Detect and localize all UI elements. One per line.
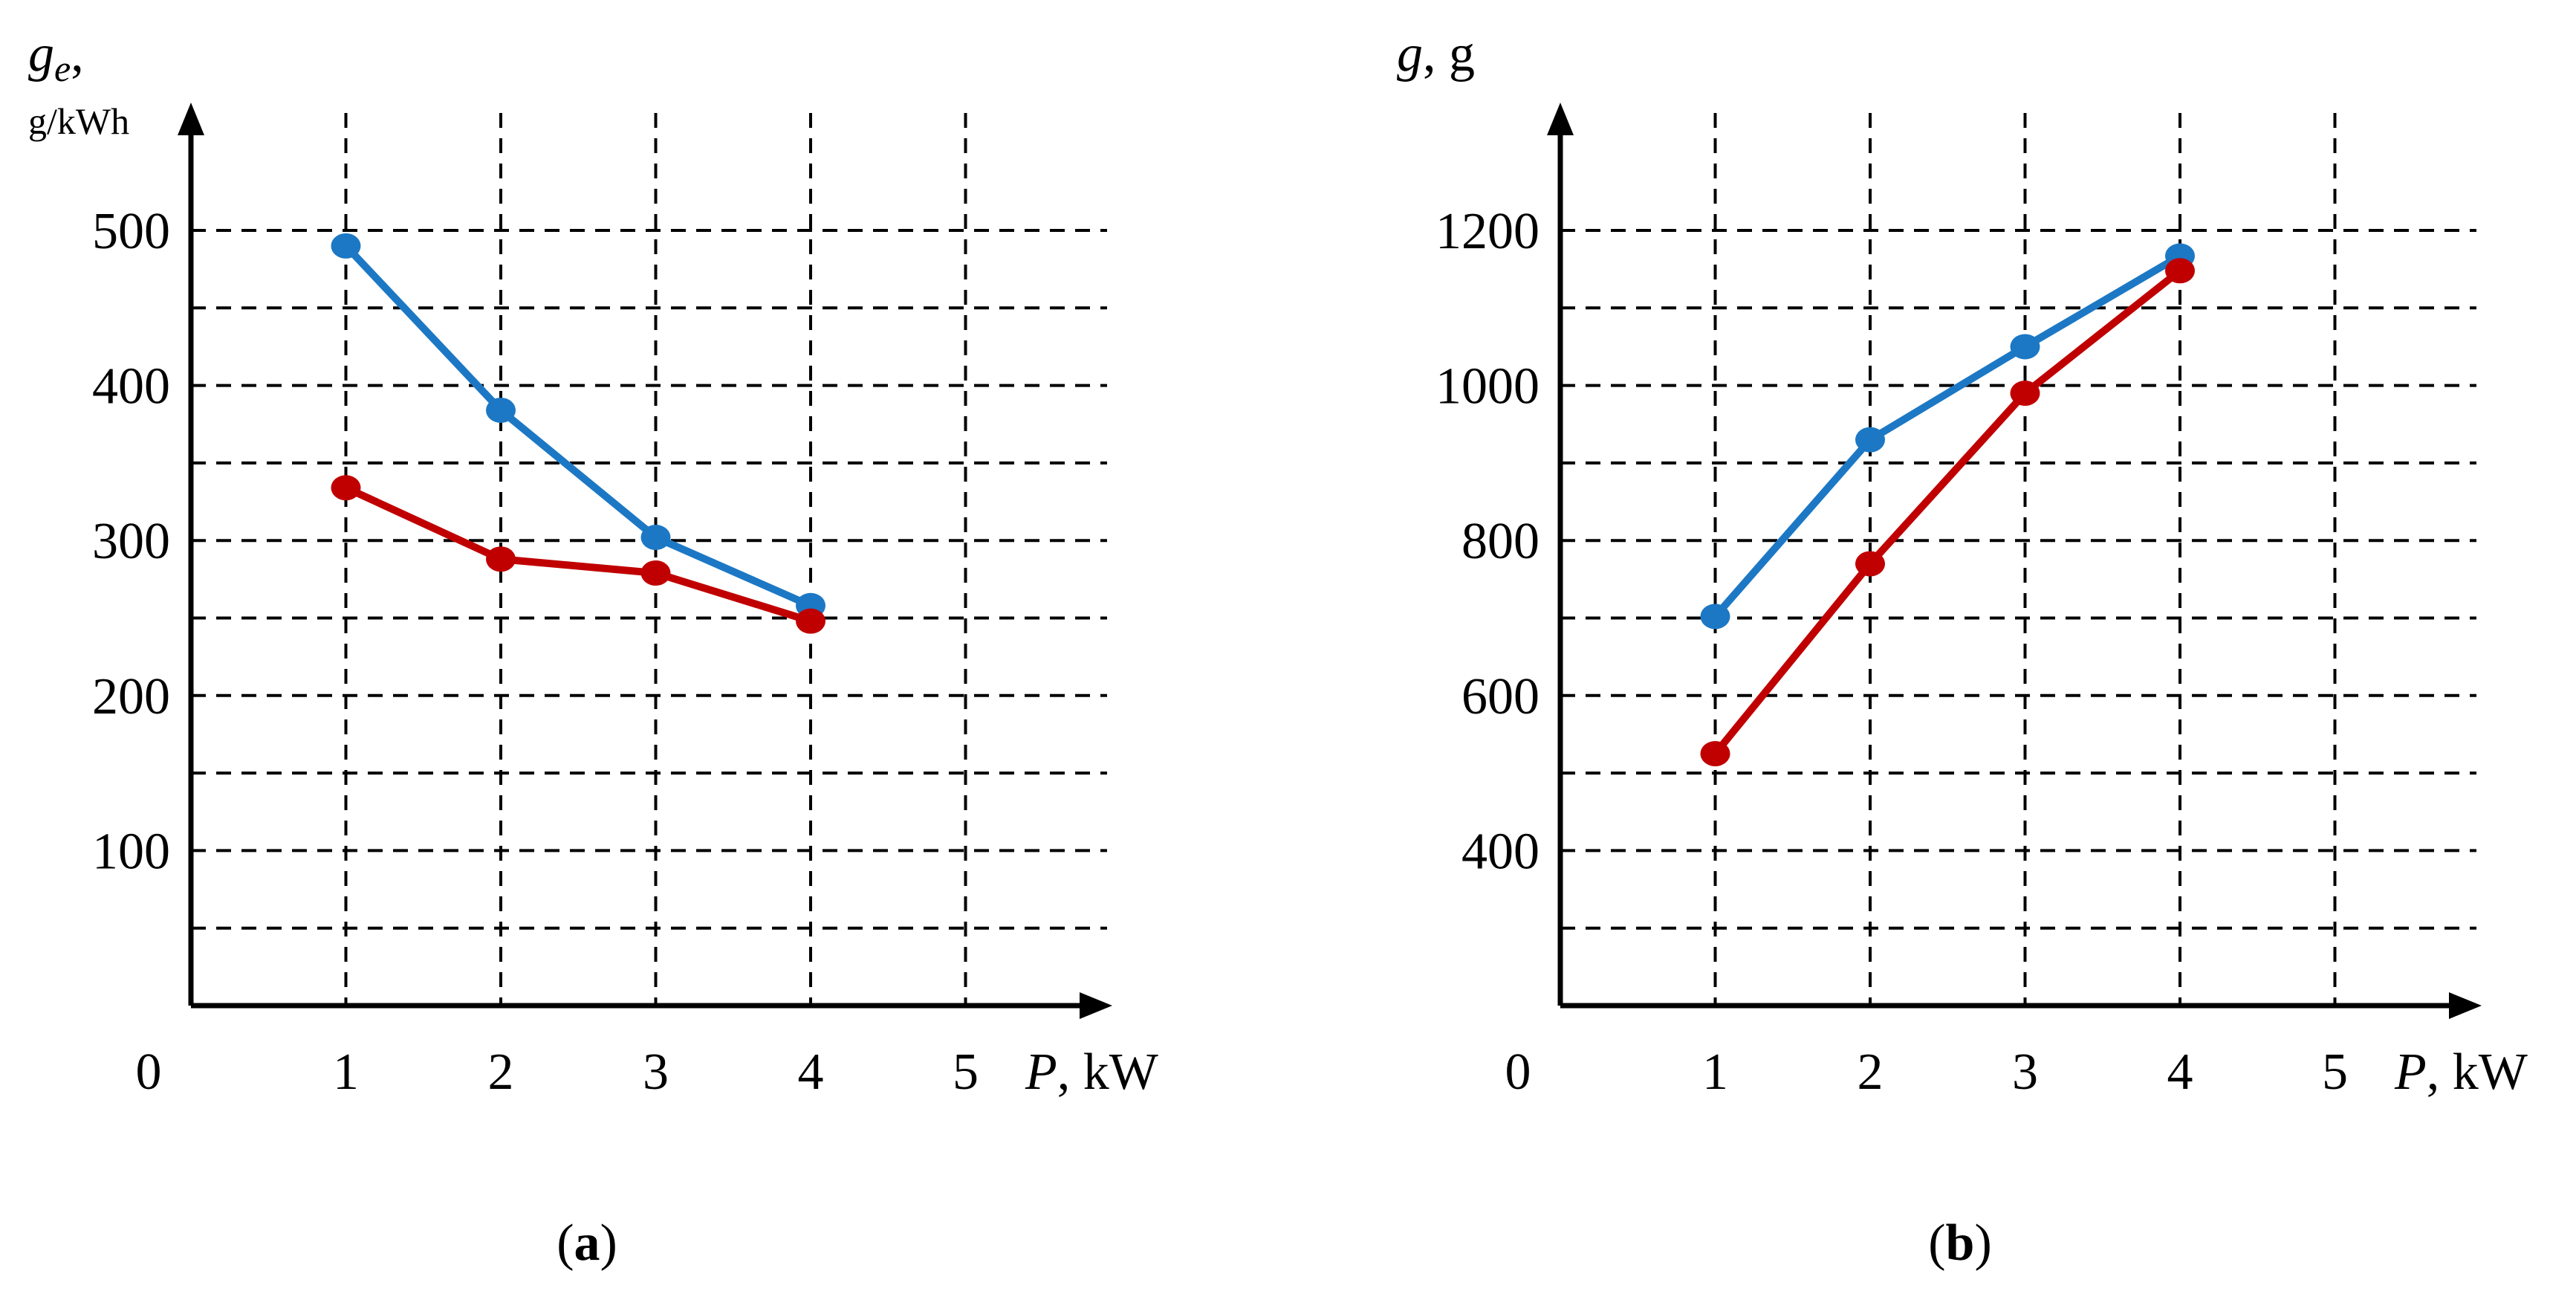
panel-b-blue-line [1712, 253, 2182, 619]
panel-b-red-line [1712, 268, 2183, 757]
panel-a-x-label-var: P [1025, 1044, 1057, 1101]
panel-b-x-tick-4: 4 [2167, 1044, 2193, 1101]
panel-a-y-label-comma: , [71, 25, 84, 83]
panel-b-y-tick-1200: 1200 [1435, 203, 1540, 260]
panel-b-red-point-4 [2165, 258, 2195, 284]
panel-b-blue-point-2 [1855, 427, 1885, 453]
panel-b-x-tick-2: 2 [1858, 1044, 1884, 1101]
panel-a-x-label-unit: , kW [1057, 1044, 1158, 1101]
panel-b-red-point-2 [1855, 551, 1885, 577]
panel-b-x-tick-5: 5 [2322, 1044, 2348, 1101]
panel-a-red-point-2 [486, 546, 516, 572]
panel-b-y-label-unit: , g [1423, 25, 1475, 83]
panel-a-y-label-sub: e [54, 48, 71, 89]
panel-b-y-label-var: g [1397, 25, 1423, 83]
panel-a-y-label: ge, [28, 25, 84, 89]
panel-b-x-label: P, kW [2394, 1044, 2528, 1101]
panel-b-red-point-1 [1700, 741, 1730, 767]
panel-b-y-tick-800: 800 [1461, 513, 1540, 570]
panel-a-caption: (a) [557, 1214, 617, 1272]
panel-a-x-tick-3: 3 [643, 1044, 669, 1101]
panel-a-x-label: P, kW [1025, 1044, 1158, 1101]
panel-b-y-tick-600: 600 [1461, 668, 1540, 725]
panel-a-y-arrow [178, 103, 204, 135]
panel-a-y-tick-100: 100 [92, 823, 170, 880]
panel-a-x-tick-2: 2 [488, 1044, 514, 1101]
panel-a-red-line [344, 484, 812, 625]
panel-a-caption-letter: a [574, 1214, 600, 1272]
panel-a-series [331, 233, 825, 634]
panel-b-x-arrow [2449, 992, 2482, 1019]
panel-a-origin-label: 0 [136, 1044, 162, 1101]
panel-a-red-point-4 [796, 608, 825, 634]
panel-b-blue-point-3 [2010, 334, 2040, 360]
panel-a: 1 2 3 4 5 100 200 300 400 500 0 P, kW ge, g/kWh (… [28, 25, 1158, 1272]
panel-a-y-tick-200: 200 [92, 668, 170, 725]
panel-b-caption-letter: b [1946, 1214, 1975, 1272]
panel-a-y-tick-300: 300 [92, 513, 170, 570]
panel-a-y-tick-400: 400 [92, 358, 170, 415]
panel-b-ticks: 1 2 3 4 5 400 600 800 1000 1200 [1435, 203, 2348, 1101]
panel-b-y-tick-400: 400 [1461, 823, 1540, 880]
panel-a-x-tick-4: 4 [798, 1044, 824, 1101]
panel-a-x-tick-1: 1 [333, 1044, 359, 1101]
panel-a-x-tick-5: 5 [953, 1044, 979, 1101]
panel-a-blue-point-2 [486, 397, 516, 423]
panel-a-grid [191, 113, 1107, 1006]
panel-a-blue-point-3 [640, 525, 671, 551]
panel-b-red-point-3 [2010, 381, 2040, 407]
panel-b: 1 2 3 4 5 400 600 800 1000 1200 0 P, kW g, g (b) [1397, 25, 2528, 1272]
panel-a-blue-point-1 [331, 233, 361, 259]
panel-b-y-tick-1000: 1000 [1435, 358, 1540, 415]
panel-a-blue-line [343, 243, 813, 609]
panel-a-y-tick-500: 500 [92, 203, 170, 260]
panel-b-origin-label: 0 [1505, 1044, 1531, 1101]
panel-b-y-arrow [1547, 103, 1574, 135]
panel-a-red-point-3 [640, 560, 671, 586]
panel-b-x-label-var: P [2394, 1044, 2427, 1101]
panel-a-y-label-unit: g/kWh [28, 100, 129, 142]
panel-b-x-tick-1: 1 [1702, 1044, 1728, 1101]
panel-a-x-arrow [1080, 992, 1112, 1019]
panel-b-caption: (b) [1928, 1214, 1992, 1272]
panel-a-red-point-1 [331, 475, 361, 501]
panel-b-series [1700, 243, 2195, 767]
panel-a-y-label-var: g [28, 25, 54, 83]
panel-b-blue-point-1 [1700, 604, 1730, 630]
panel-b-x-tick-3: 3 [2012, 1044, 2038, 1101]
panel-b-grid [1560, 113, 2476, 1006]
panel-a-ticks: 1 2 3 4 5 100 200 300 400 500 [92, 203, 979, 1101]
panel-b-y-label: g, g [1397, 25, 1475, 83]
panel-b-x-label-unit: , kW [2427, 1044, 2528, 1101]
